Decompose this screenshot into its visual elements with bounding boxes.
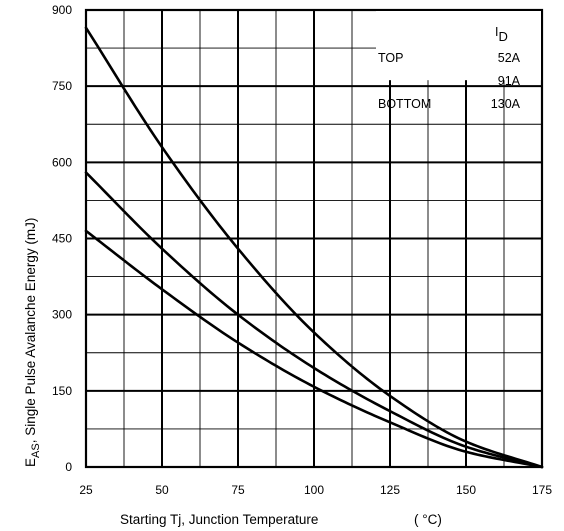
x-tick-label: 50 <box>155 483 169 497</box>
y-tick-label: 150 <box>52 384 72 398</box>
grid <box>86 10 542 467</box>
x-tick-label: 100 <box>304 483 324 497</box>
y-tick-label: 450 <box>52 232 72 246</box>
x-axis-label: Starting Tj, Junction Temperature <box>120 512 318 527</box>
legend-series-value: 130A <box>491 97 521 111</box>
legend-header-sub: D <box>498 29 507 44</box>
y-axis-label: EAS, Single Pulse Avalanche Energy (mJ) <box>23 218 42 467</box>
x-tick-labels: 25 50 75 100 125 150 175 <box>79 483 552 497</box>
x-tick-label: 25 <box>79 483 93 497</box>
legend-header: ID <box>495 25 508 44</box>
x-tick-label: 125 <box>380 483 400 497</box>
y-tick-label: 750 <box>52 79 72 93</box>
legend-box <box>376 11 541 81</box>
y-tick-label: 600 <box>52 155 72 169</box>
x-tick-label: 150 <box>456 483 476 497</box>
plot-frame <box>84 8 544 469</box>
y-tick-label: 300 <box>52 308 72 322</box>
y-tick-label: 0 <box>65 460 72 474</box>
series-line-91A <box>84 171 544 469</box>
curves <box>84 26 544 469</box>
legend: ID TOP 52A 91A BOTTOM 130A <box>378 25 521 111</box>
y-axis-label-sub: AS <box>30 443 42 458</box>
legend-header-main: I <box>495 25 498 39</box>
x-tick-label: 175 <box>532 483 552 497</box>
y-tick-labels: 0 150 300 450 600 750 900 <box>52 3 72 474</box>
y-axis-label-rest: , Single Pulse Avalanche Energy (mJ) <box>23 218 38 444</box>
legend-position-label: TOP <box>378 51 403 65</box>
x-axis-unit: ( °C) <box>414 512 442 527</box>
legend-position-label: BOTTOM <box>378 97 431 111</box>
y-tick-label: 900 <box>52 3 72 17</box>
x-tick-label: 75 <box>231 483 245 497</box>
series-line-52A <box>84 26 544 469</box>
y-axis-label-main: E <box>23 458 38 467</box>
legend-series-value: 52A <box>498 51 521 65</box>
legend-series-value: 91A <box>498 74 521 88</box>
series-line-130A <box>84 229 544 469</box>
